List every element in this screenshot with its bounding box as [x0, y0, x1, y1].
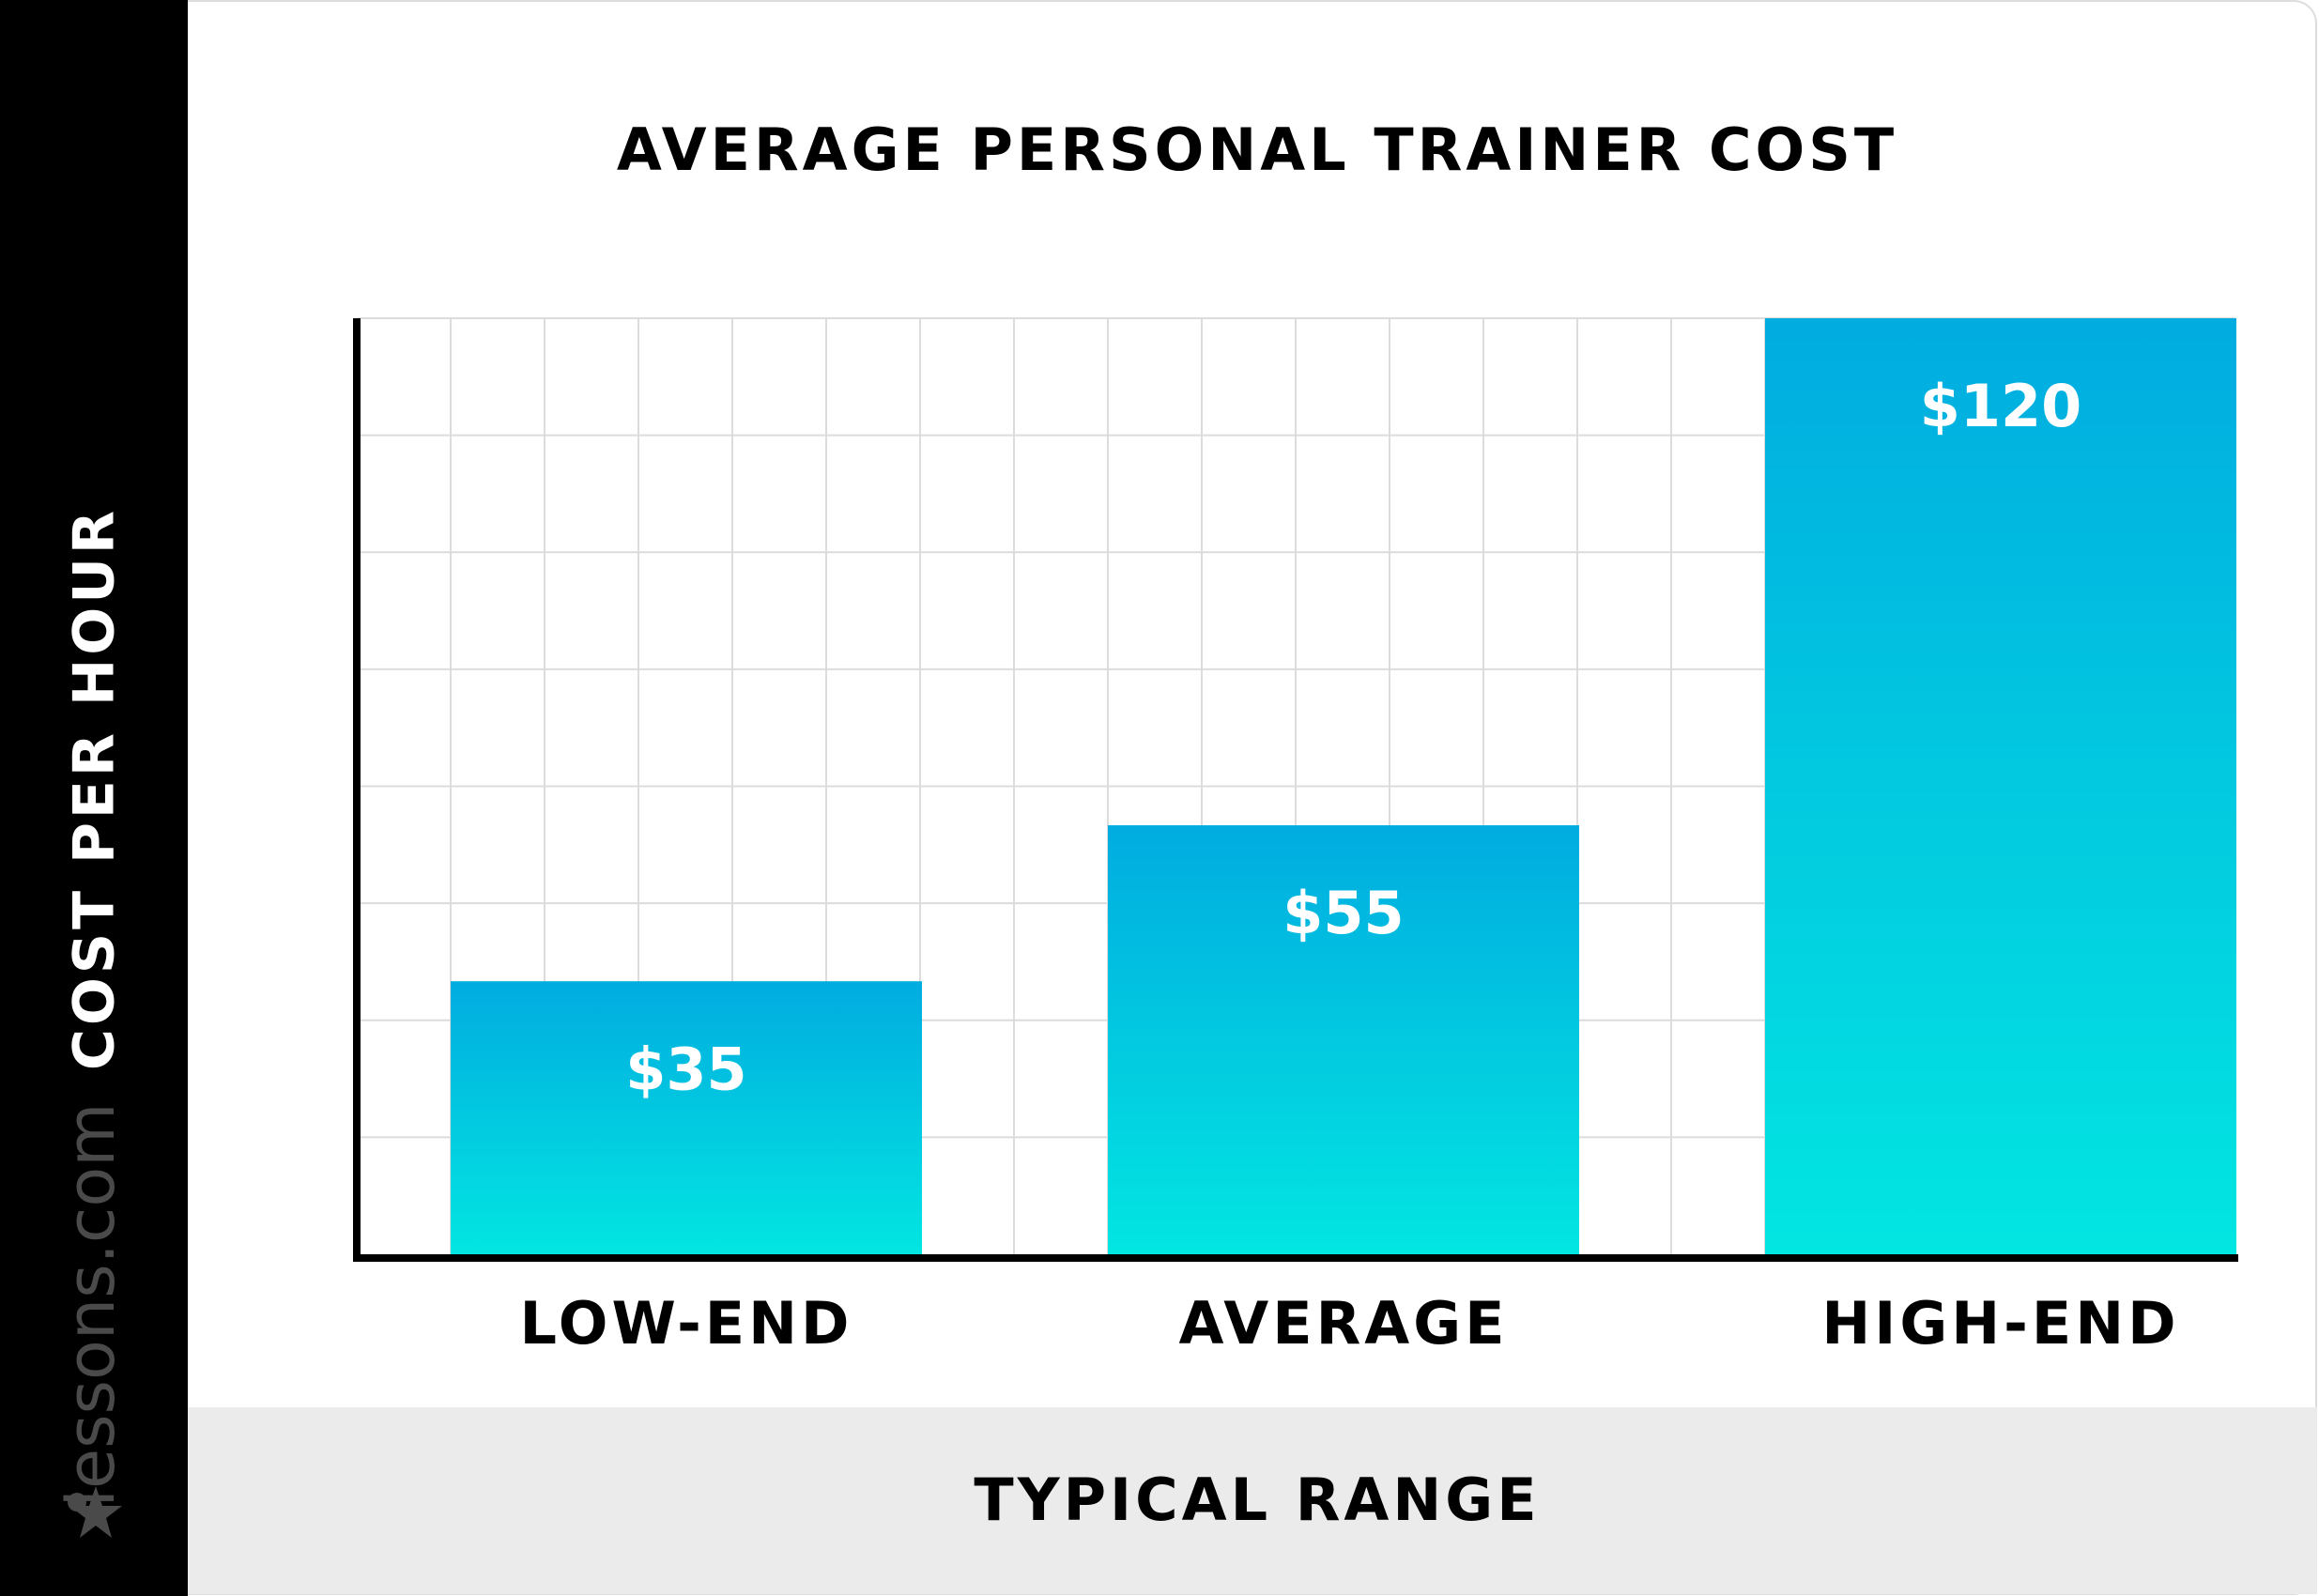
chart-title: AVERAGE PERSONAL TRAINER COST	[617, 115, 1897, 184]
value-label: $55	[1282, 879, 1404, 947]
value-label: $35	[625, 1035, 746, 1103]
y-axis-label: COST PER HOUR	[62, 507, 128, 1070]
x-label-band	[188, 1407, 2317, 1594]
watermark-logo	[68, 1486, 122, 1538]
y-label-band	[0, 0, 188, 1596]
x-tick-label: HIGH-END	[1821, 1289, 2179, 1358]
bars: $35 $55 $120	[451, 318, 2236, 1254]
bar	[1765, 318, 2236, 1254]
bar	[1108, 825, 1579, 1254]
x-tick-label: AVERAGE	[1178, 1289, 1508, 1358]
x-tick-label: LOW-END	[519, 1289, 852, 1358]
bar	[451, 981, 922, 1254]
value-label: $120	[1920, 372, 2082, 440]
watermark: lessons.com	[53, 1103, 130, 1508]
x-axis-label: TYPICAL RANGE	[974, 1466, 1540, 1534]
